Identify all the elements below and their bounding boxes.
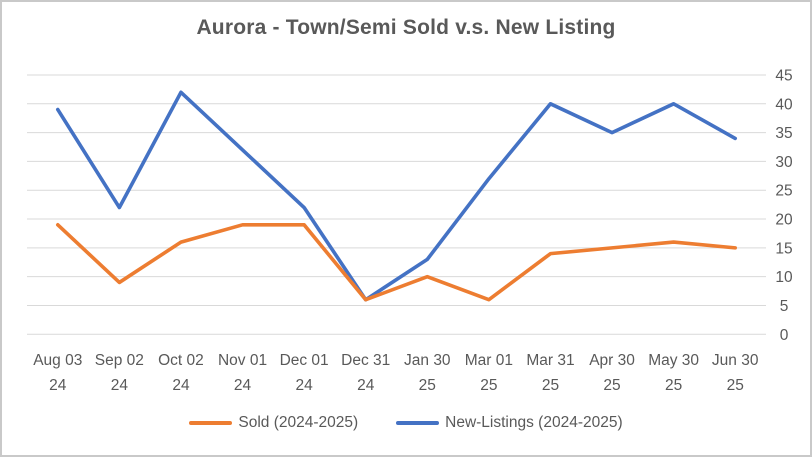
x-axis-tick-label-date: Dec 31 xyxy=(341,352,390,369)
y-axis-tick-label: 5 xyxy=(780,298,789,315)
x-axis-tick-label-date: Oct 02 xyxy=(158,352,204,369)
x-axis-tick-label-date: Mar 01 xyxy=(465,352,513,369)
x-axis-tick-label-date: Sep 02 xyxy=(95,352,144,369)
x-axis-tick-label-date: Aug 03 xyxy=(33,352,82,369)
y-axis-tick-label: 45 xyxy=(775,68,792,85)
x-axis-tick-label-date: Apr 30 xyxy=(589,352,635,369)
x-axis-tick-label-year: 25 xyxy=(727,377,744,394)
x-axis-tick-label-date: Dec 01 xyxy=(280,352,329,369)
y-axis-tick-label: 20 xyxy=(775,212,793,229)
series-line-sold-2024-2025- xyxy=(55,223,738,302)
x-axis-tick-label-date: May 30 xyxy=(648,352,699,369)
legend-label-sold: Sold (2024-2025) xyxy=(238,414,359,431)
x-axis-tick-label-year: 25 xyxy=(480,377,497,394)
x-axis-tick-label-year: 25 xyxy=(665,377,682,394)
legend-label-new-listings: New-Listings (2024-2025) xyxy=(445,414,623,431)
x-axis-tick-label-year: 25 xyxy=(542,377,559,394)
x-axis-tick-label-year: 25 xyxy=(603,377,620,394)
y-axis-tick-label: 15 xyxy=(775,240,792,257)
chart-legend: Sold (2024-2025) New-Listings (2024-2025… xyxy=(2,414,810,432)
y-axis-tick-label: 35 xyxy=(775,125,792,142)
chart-title: Aurora - Town/Semi Sold v.s. New Listing xyxy=(196,16,616,39)
x-axis-tick-label-date: Nov 01 xyxy=(218,352,267,369)
x-axis-tick-label-year: 24 xyxy=(234,377,252,394)
y-axis-tick-label: 25 xyxy=(775,183,792,200)
x-axis-tick-label-year: 25 xyxy=(419,377,436,394)
y-axis-tick-label: 40 xyxy=(775,96,793,113)
legend-item-new-listings: New-Listings (2024-2025) xyxy=(396,414,623,432)
x-axis-tick-label-year: 24 xyxy=(357,377,375,394)
series-line-new-listings-2024-2025- xyxy=(55,90,738,302)
x-axis-tick-label-date: Jun 30 xyxy=(712,352,759,369)
legend-swatch-sold xyxy=(189,420,233,426)
x-axis-tick-label-year: 24 xyxy=(111,377,129,394)
legend-swatch-new-listings xyxy=(396,420,440,426)
y-axis-tick-label: 10 xyxy=(775,269,793,286)
x-axis-tick-label-year: 24 xyxy=(296,377,314,394)
x-axis-tick-label-date: Mar 31 xyxy=(526,352,574,369)
x-axis-tick-label-year: 24 xyxy=(49,377,67,394)
y-axis-tick-label: 30 xyxy=(775,154,793,171)
x-axis-tick-label-year: 24 xyxy=(172,377,190,394)
y-axis-tick-label: 0 xyxy=(780,327,789,344)
legend-item-sold: Sold (2024-2025) xyxy=(189,414,358,432)
x-axis-tick-label-date: Jan 30 xyxy=(404,352,451,369)
